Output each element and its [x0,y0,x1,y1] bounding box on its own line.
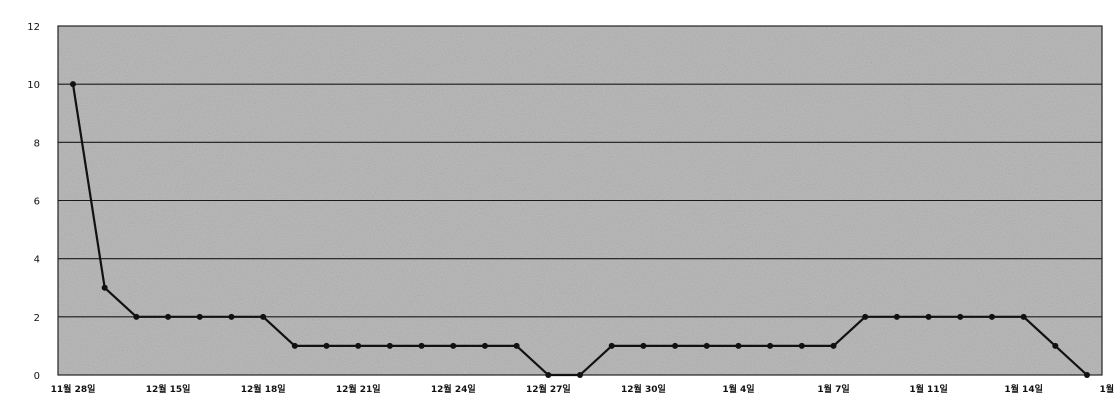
y-tick-label: 0 [34,371,40,382]
y-tick-label: 8 [34,138,40,149]
x-tick-label: 12월 27일 [526,383,571,395]
data-point [165,313,172,320]
x-tick-label: 12월 18일 [241,383,286,395]
data-point [830,342,837,349]
data-point [260,313,267,320]
data-point [386,342,393,349]
x-tick-label: 12월 21일 [336,383,381,395]
y-tick-label: 10 [27,80,40,91]
data-point [640,342,647,349]
data-point [545,372,552,378]
data-point [767,342,774,349]
data-point [608,342,615,349]
data-point [1084,372,1090,378]
y-tick-label: 12 [27,22,40,33]
data-point [577,372,583,378]
x-tick-label: 12월 30일 [621,383,666,395]
data-point [228,313,235,320]
data-point [323,342,330,349]
x-tick-label: 11월 28일 [51,383,96,395]
x-tick-label: 1월 18일 [1099,383,1118,395]
x-tick-label: 1월 4일 [722,383,754,395]
data-point [672,342,679,349]
data-point [355,342,362,349]
y-tick-label: 4 [34,255,40,266]
data-point [196,313,203,320]
data-point [925,313,932,320]
data-point [957,313,964,320]
data-point [798,342,805,349]
data-point [862,313,869,320]
data-point [70,81,76,88]
data-point [1052,342,1059,349]
data-point [101,284,108,291]
data-point [988,313,995,320]
y-tick-label: 2 [34,313,40,324]
data-point [703,342,710,349]
data-point [735,342,742,349]
data-point [133,313,140,320]
data-point [418,342,425,349]
x-tick-label: 12월 24일 [431,383,476,395]
data-point [481,342,488,349]
x-tick-label: 12월 15일 [146,383,191,395]
x-tick-label: 1월 14일 [1004,383,1042,395]
data-point [1020,313,1027,320]
y-tick-label: 6 [34,197,40,208]
x-tick-label: 1월 11일 [909,383,947,395]
data-point [291,342,298,349]
data-point [513,342,520,349]
data-point [450,342,457,349]
data-point [893,313,900,320]
x-tick-label: 1월 7일 [817,383,849,395]
